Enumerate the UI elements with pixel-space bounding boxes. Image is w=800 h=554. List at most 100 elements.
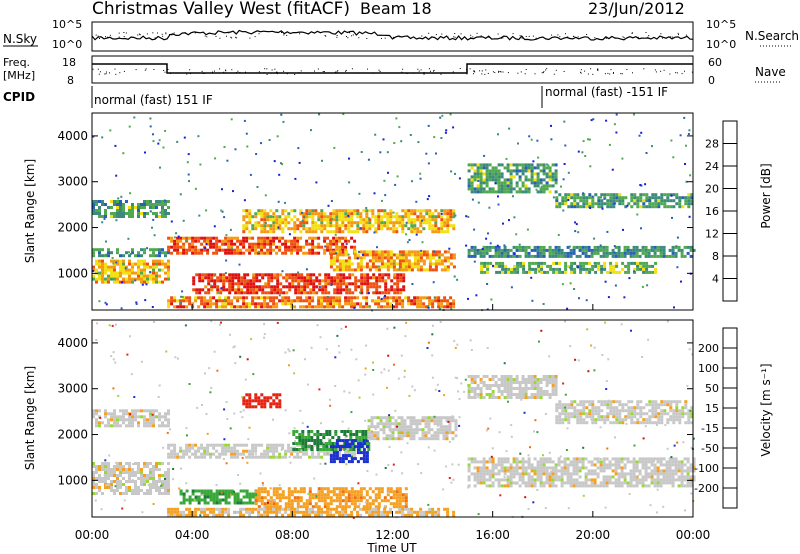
heatmap-cell xyxy=(536,166,540,170)
heatmap-cell xyxy=(323,218,327,222)
heatmap-cell xyxy=(365,209,369,213)
heatmap-cell xyxy=(107,248,110,252)
heatmap-cell xyxy=(335,209,339,213)
heatmap-cell xyxy=(230,302,234,306)
heatmap-cell xyxy=(542,393,546,396)
heatmap-cell xyxy=(449,215,453,219)
heatmap-cell xyxy=(288,285,292,289)
heatmap-cell xyxy=(107,251,110,255)
heatmap-cell xyxy=(263,452,267,456)
heatmap-cell xyxy=(518,245,522,249)
heatmap-cell xyxy=(252,288,256,292)
heatmap-cell xyxy=(131,215,134,218)
heatmap-cell xyxy=(176,242,180,246)
heatmap-cell xyxy=(98,254,101,258)
scatter-cell xyxy=(387,171,389,174)
heatmap-cell xyxy=(110,489,113,492)
scatter-cell xyxy=(440,137,443,139)
heatmap-cell xyxy=(401,209,405,213)
heatmap-cell xyxy=(155,254,158,258)
heatmap-cell xyxy=(611,251,615,255)
heatmap-cell xyxy=(324,273,328,277)
heatmap-cell xyxy=(221,305,225,309)
heatmap-cell xyxy=(329,265,333,269)
heatmap-cell xyxy=(326,487,330,491)
heatmap-cell xyxy=(579,196,583,200)
heatmap-cell xyxy=(311,496,315,500)
heatmap-cell xyxy=(618,418,622,422)
heatmap-cell xyxy=(521,166,525,170)
heatmap-cell xyxy=(335,239,339,243)
heatmap-cell xyxy=(606,412,610,416)
heatmap-cell xyxy=(654,202,658,206)
heatmap-cell xyxy=(524,187,528,191)
heatmap-cell xyxy=(361,433,365,436)
heatmap-cell xyxy=(218,492,222,496)
heatmap-cell xyxy=(362,460,366,464)
heatmap-cell xyxy=(338,449,342,453)
heatmap-cell xyxy=(590,251,594,255)
heatmap-cell xyxy=(425,268,429,272)
heatmap-cell xyxy=(371,224,375,228)
heatmap-cell xyxy=(348,282,352,286)
heatmap-cell xyxy=(360,282,364,286)
heatmap-cell xyxy=(278,218,282,222)
heatmap-cell xyxy=(503,181,507,185)
heatmap-cell xyxy=(507,267,511,271)
heatmap-cell xyxy=(400,419,404,423)
heatmap-cell xyxy=(653,254,657,258)
nave-dot xyxy=(144,69,146,71)
heatmap-cell xyxy=(392,502,396,506)
scatter-cell xyxy=(645,152,648,154)
heatmap-cell xyxy=(227,501,231,505)
heatmap-cell xyxy=(325,442,329,445)
heatmap-cell xyxy=(374,302,378,306)
heatmap-cell xyxy=(143,271,146,275)
heatmap-cell xyxy=(548,169,552,173)
heatmap-cell xyxy=(654,193,658,197)
heatmap-cell xyxy=(504,264,508,268)
heatmap-cell xyxy=(440,253,444,257)
scatter-cell xyxy=(159,211,162,214)
heatmap-cell xyxy=(548,248,552,252)
heatmap-cell xyxy=(400,422,404,426)
heatmap-cell xyxy=(381,291,385,295)
heatmap-cell xyxy=(276,291,280,295)
heatmap-cell xyxy=(467,248,471,252)
nave-dot xyxy=(379,71,381,72)
heatmap-cell xyxy=(257,224,261,228)
scatter-cell xyxy=(331,218,334,220)
heatmap-cell xyxy=(530,178,534,182)
heatmap-cell xyxy=(155,465,158,468)
heatmap-cell xyxy=(341,221,345,225)
noise-search-dot xyxy=(480,35,482,37)
heatmap-cell xyxy=(161,415,164,419)
heatmap-cell xyxy=(344,253,348,257)
nave-dot xyxy=(324,71,325,73)
heatmap-cell xyxy=(131,251,134,255)
heatmap-cell xyxy=(606,202,610,206)
heatmap-cell xyxy=(560,248,564,252)
heatmap-cell xyxy=(188,296,192,300)
heatmap-cell xyxy=(428,218,432,222)
heatmap-cell xyxy=(344,212,348,216)
heatmap-cell xyxy=(407,296,411,300)
heatmap-cell xyxy=(323,224,327,228)
heatmap-cell xyxy=(383,221,387,225)
heatmap-cell xyxy=(314,305,318,309)
heatmap-cell xyxy=(179,251,183,255)
heatmap-cell xyxy=(341,262,345,266)
heatmap-cell xyxy=(398,487,402,491)
heatmap-cell xyxy=(422,250,426,254)
heatmap-cell xyxy=(564,415,568,419)
heatmap-cell xyxy=(440,305,444,309)
heatmap-cell xyxy=(303,279,307,283)
heatmap-cell xyxy=(446,221,450,225)
heatmap-cell xyxy=(393,288,397,292)
heatmap-cell xyxy=(446,259,450,263)
heatmap-cell xyxy=(224,239,228,243)
heatmap-cell xyxy=(122,265,125,269)
heatmap-cell xyxy=(110,480,113,483)
heatmap-cell xyxy=(600,264,604,268)
heatmap-cell xyxy=(641,251,645,255)
